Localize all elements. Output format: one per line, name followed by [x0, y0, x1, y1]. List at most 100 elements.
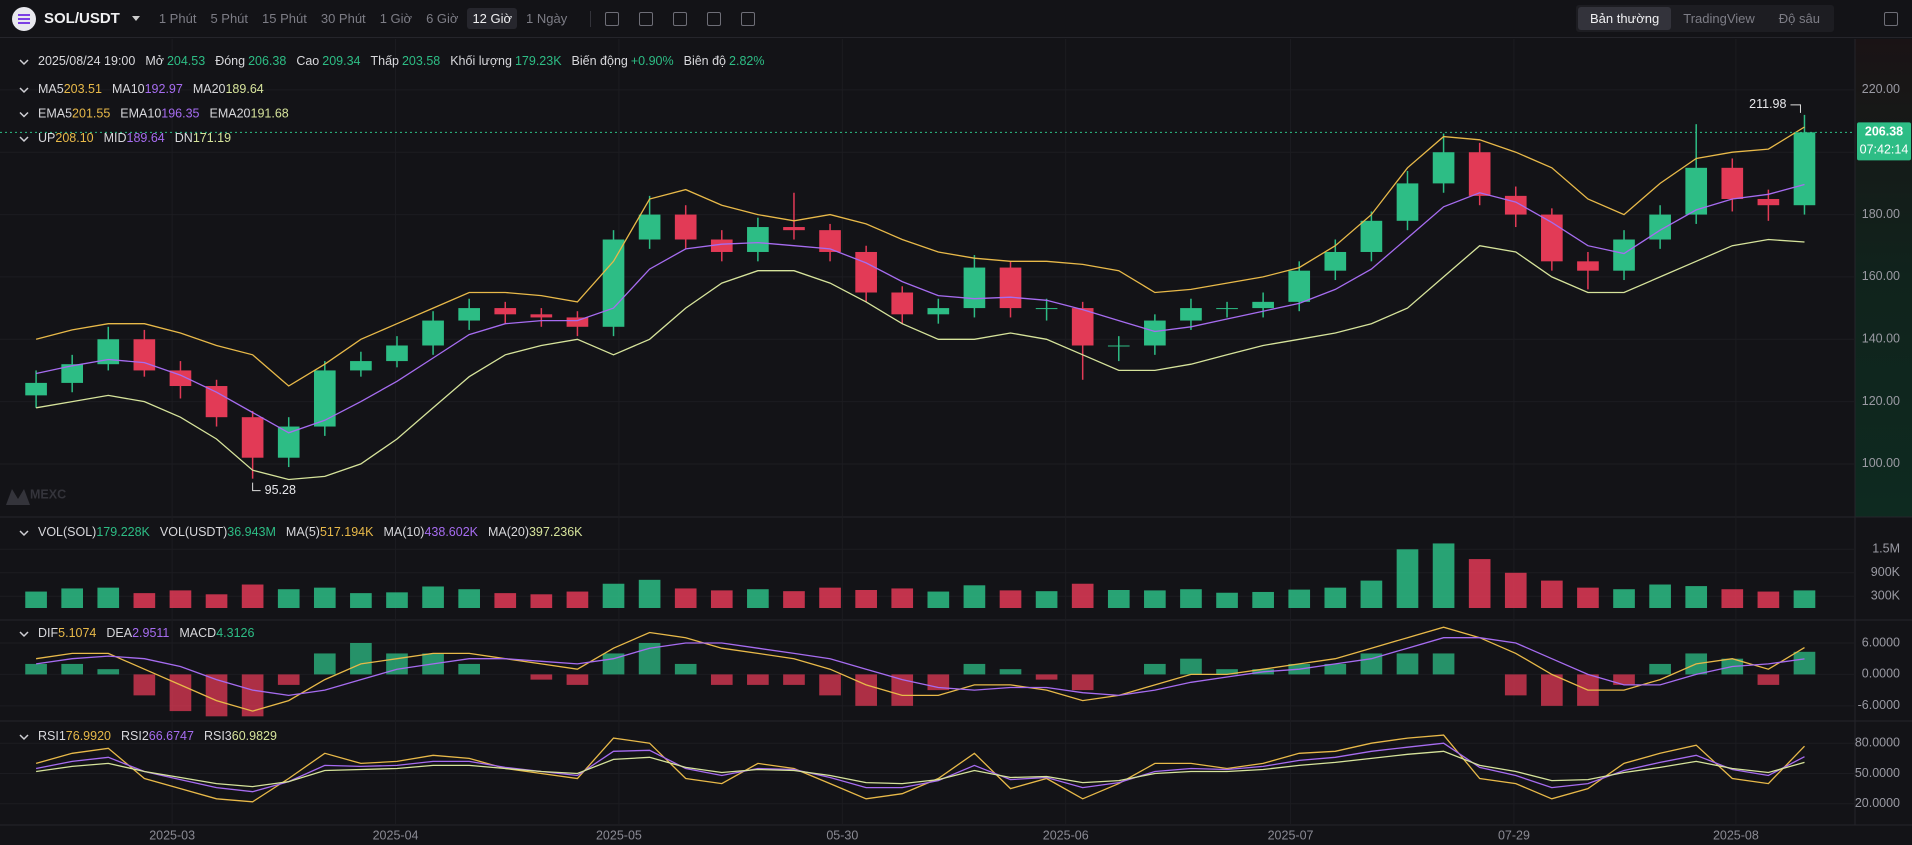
collapse-chevron[interactable]	[19, 530, 29, 537]
macd-bar	[1541, 674, 1563, 706]
legend-name: DN	[175, 131, 193, 145]
draw-icon[interactable]	[673, 11, 688, 26]
volume-bar	[1685, 586, 1708, 608]
macd-bar	[1613, 674, 1635, 685]
volume-bar	[61, 588, 84, 608]
view-option[interactable]: Bản thường	[1577, 7, 1672, 30]
candle-body	[638, 214, 661, 240]
volume-bar	[747, 589, 769, 608]
y-tick-label: 0.0000	[1862, 667, 1900, 681]
candle-body	[97, 339, 120, 365]
interval[interactable]: 5 Phút	[210, 11, 249, 26]
view-option[interactable]: Độ sâu	[1778, 11, 1820, 26]
candle-body	[1757, 198, 1780, 206]
legend-name: DEA	[106, 626, 132, 640]
candle-body	[1541, 214, 1563, 262]
volume-bar	[1721, 589, 1744, 608]
macd-bar	[855, 674, 877, 706]
volume-bar	[97, 587, 120, 608]
legend: VOL(SOL)179.228K VOL(USDT)36.943M MA(5)517…	[38, 525, 583, 539]
legend-name: MACD	[179, 626, 216, 640]
watermark-logo	[6, 489, 30, 505]
interval[interactable]: 1 Ngày	[526, 11, 568, 26]
interval[interactable]: 30 Phút	[320, 11, 366, 26]
volume-bar	[638, 579, 661, 608]
symbol-caret[interactable]	[131, 16, 140, 21]
view-option[interactable]: TradingView	[1683, 11, 1755, 26]
legend-name: EMA5	[38, 107, 72, 121]
legend-name: MA(5)	[286, 525, 320, 539]
volume-bar	[205, 594, 228, 608]
interval[interactable]: 12 Giờ	[467, 8, 518, 29]
layout-icon[interactable]	[707, 11, 722, 26]
legend-value: 192.97	[145, 82, 183, 96]
fx-icon[interactable]	[639, 11, 654, 26]
candle-body	[1144, 320, 1166, 346]
fullscreen-icon[interactable]	[1884, 11, 1898, 26]
candle-body	[927, 308, 950, 315]
volume-bar	[783, 591, 805, 608]
candle-body	[1504, 195, 1527, 215]
volume-bar	[1649, 584, 1671, 608]
y-tick-label: 220.00	[1862, 82, 1900, 96]
interval[interactable]: 6 Giờ	[426, 11, 459, 26]
volume-bar	[530, 594, 553, 608]
candle-body	[386, 345, 408, 362]
collapse-chevron[interactable]	[19, 734, 29, 741]
x-tick-label: 07-29	[1498, 828, 1530, 842]
candle-body	[1721, 167, 1744, 199]
low-label: 95.28	[265, 483, 296, 497]
interval[interactable]: 1 Phút	[158, 11, 197, 26]
info-value: 204.53	[167, 54, 205, 68]
volume-bar	[963, 585, 986, 608]
x-tick-label: 2025-08	[1713, 828, 1759, 842]
candle-body	[602, 239, 625, 327]
ohlc-info: 2025/08/24 19:00 Mở 204.53 Đóng 206.38 Cao 209…	[38, 54, 764, 68]
legend-name: VOL(SOL)	[38, 525, 96, 539]
macd-bar	[674, 663, 697, 675]
legend-name: MID	[104, 131, 127, 145]
legend-value: 189.64	[225, 82, 263, 96]
y-tick-label: 120.00	[1862, 394, 1900, 408]
collapse-chevron[interactable]	[19, 59, 29, 66]
macd-bar	[350, 642, 372, 675]
candle-body	[1685, 167, 1708, 215]
candle-body	[1396, 183, 1419, 221]
volume-bar	[710, 590, 733, 608]
interval[interactable]: 1 Giờ	[379, 11, 413, 26]
volume-bar	[1541, 580, 1563, 608]
legend-value: 201.55	[72, 107, 110, 121]
macd-bar	[1144, 663, 1166, 675]
info-value: 203.58	[402, 54, 440, 68]
symbol[interactable]: SOL/USDT	[44, 10, 120, 27]
volume-bar	[819, 587, 841, 608]
volume-bar	[1071, 583, 1094, 608]
info-value: +0.90%	[631, 54, 674, 68]
volume-bar	[1757, 591, 1780, 608]
volume-bar	[1252, 591, 1274, 608]
legend-name: MA(20)	[488, 525, 529, 539]
volume-bar	[566, 591, 589, 608]
x-tick-label: 2025-07	[1268, 828, 1314, 842]
legend-name: EMA10	[120, 107, 161, 121]
volume-bar	[1180, 589, 1202, 608]
macd-bar	[530, 674, 553, 680]
collapse-chevron[interactable]	[19, 87, 29, 94]
collapse-chevron[interactable]	[19, 631, 29, 638]
info-label: Thấp	[370, 54, 399, 68]
rsi-line	[36, 750, 1805, 788]
macd-bar	[61, 663, 84, 675]
info-value: 2.82%	[729, 54, 764, 68]
legend: EMA5201.55 EMA10196.35 EMA20191.68	[38, 107, 289, 121]
y-tick-label: 140.00	[1862, 332, 1900, 346]
info-label: Khối lượng	[450, 54, 512, 68]
collapse-chevron[interactable]	[19, 136, 29, 143]
collapse-chevron[interactable]	[19, 111, 29, 118]
legend-name: VOL(USDT)	[160, 525, 227, 539]
legend-value: 36.943M	[227, 525, 276, 539]
interval[interactable]: 15 Phút	[262, 11, 307, 26]
camera-icon[interactable]	[741, 11, 756, 26]
indicator-icon[interactable]	[605, 11, 620, 26]
legend-name: RSI3	[204, 729, 232, 743]
volume-bar	[1468, 559, 1491, 608]
